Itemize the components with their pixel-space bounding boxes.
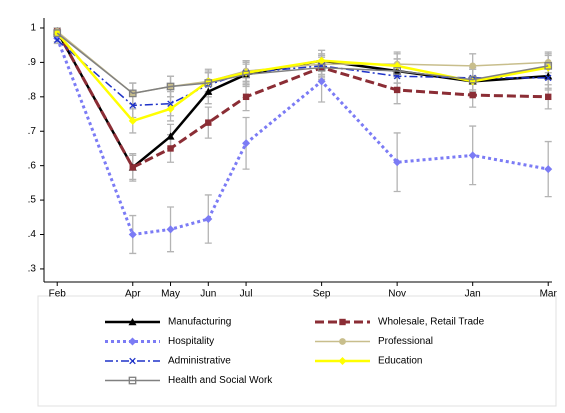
x-tick-label: Jun [200,289,216,300]
point-marker [393,86,401,94]
point-marker [317,63,326,72]
x-tick-label: Sep [313,289,331,300]
legend-marker [129,357,136,365]
y-tick-label: .7 [28,126,37,137]
legend-marker [339,318,346,326]
legend-marker [339,338,346,345]
point-marker [544,165,553,174]
point-marker [242,139,251,148]
point-marker [242,70,250,79]
y-tick-label: .6 [28,160,37,171]
point-marker [545,93,552,101]
point-marker [128,116,137,125]
point-marker [128,89,137,98]
series-line [56,32,549,95]
legend-label: Professional [378,336,433,347]
legend-box [37,295,557,407]
y-tick-label: 1 [30,23,36,34]
x-tick-label: May [161,289,180,300]
x-tick-label: Mar [540,289,558,300]
point-marker [167,100,174,107]
x-tick-label: Apr [125,289,141,300]
point-marker [544,61,553,70]
point-marker [242,93,250,101]
point-marker [469,91,476,99]
point-marker [166,132,175,140]
point-marker [166,104,175,113]
point-marker [166,82,175,91]
point-marker [544,72,553,80]
legend-marker [128,318,137,326]
point-marker [204,87,213,95]
point-marker [129,164,136,171]
legend-label: Education [378,356,422,367]
point-marker [468,75,477,84]
legend-marker [128,337,137,346]
point-marker [393,158,402,167]
legend-marker [128,376,137,385]
legend-label: Manufacturing [168,317,231,328]
x-tick-label: Feb [49,289,67,300]
point-marker [167,145,174,152]
point-marker [468,151,477,160]
point-marker [544,74,552,82]
y-tick-label: .9 [28,57,37,68]
legend-label: Wholesale, Retail Trade [378,317,485,328]
y-tick-label: .8 [28,91,37,102]
y-tick-label: .5 [28,195,37,206]
legend-label: Administrative [168,356,231,367]
x-tick-label: Jul [240,289,253,300]
point-marker [166,225,175,234]
point-marker [393,67,401,75]
point-marker [128,230,137,239]
x-tick-label: Nov [388,289,406,300]
point-marker [205,119,212,126]
point-marker [317,77,326,86]
y-tick-label: .4 [28,229,37,240]
point-marker [129,102,137,109]
point-marker [469,62,477,70]
y-tick-label: .3 [28,264,37,275]
legend-label: Health and Social Work [168,375,273,386]
point-marker [204,215,213,224]
point-marker [204,79,213,87]
point-marker [317,56,326,65]
legend-marker [338,357,347,365]
point-marker [53,29,62,37]
point-marker [53,36,61,44]
legend-label: Hospitality [168,336,214,347]
x-tick-label: Jan [465,289,481,300]
